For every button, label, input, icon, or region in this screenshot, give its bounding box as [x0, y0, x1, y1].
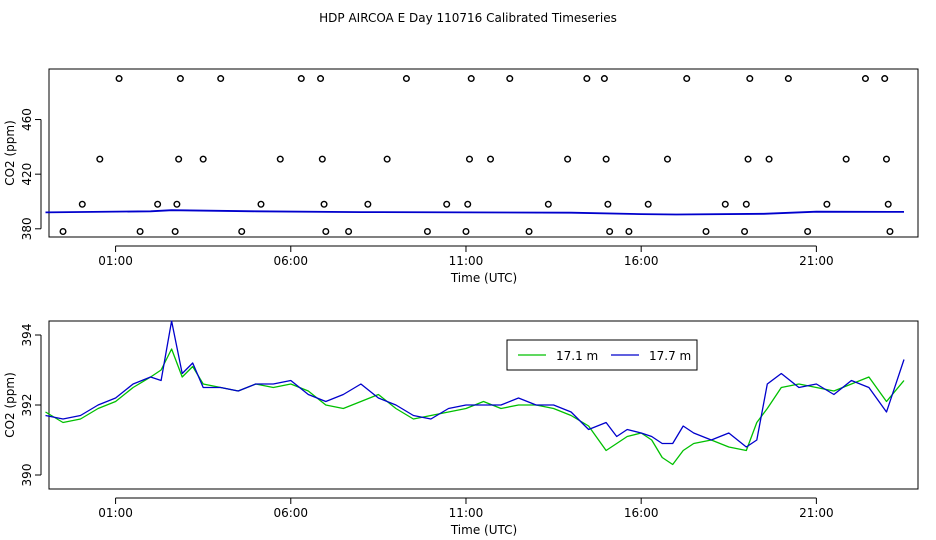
data-point	[506, 75, 514, 83]
data-point	[96, 155, 104, 163]
data-point	[276, 155, 284, 163]
x-axis-bottom: 01:00 06:00 11:00 16:00 21:00	[98, 497, 834, 520]
y-tick-label: 420	[20, 163, 34, 186]
y-tick-label: 380	[20, 217, 34, 240]
series-group-bottom	[45, 320, 905, 466]
data-point	[600, 75, 608, 83]
x-tick-label: 01:00	[98, 254, 133, 268]
data-point	[663, 155, 671, 163]
points-group-top	[59, 75, 894, 236]
data-point	[173, 200, 181, 208]
data-point	[154, 200, 162, 208]
series-line-reference	[45, 209, 905, 216]
y-tick-label: 392	[20, 394, 34, 417]
data-point	[462, 228, 470, 236]
data-point	[487, 155, 495, 163]
data-point	[402, 75, 410, 83]
data-point	[721, 200, 729, 208]
data-point	[742, 200, 750, 208]
data-point	[465, 155, 473, 163]
y-axis-label-top: CO2 (ppm)	[3, 120, 17, 186]
data-point	[564, 155, 572, 163]
data-point	[59, 228, 67, 236]
data-point	[583, 75, 591, 83]
x-axis-top: 01:00 06:00 11:00 16:00 21:00	[98, 245, 834, 268]
data-point	[881, 75, 889, 83]
x-tick-label: 16:00	[624, 254, 659, 268]
legend-label-17-1m: 17.1 m	[556, 349, 598, 363]
data-point	[317, 75, 325, 83]
data-point	[364, 200, 372, 208]
panel-top: 380 420 460 01:00 06:00 11:00 16:00 21:00 CO2 …	[3, 68, 919, 285]
data-point	[297, 75, 305, 83]
panel-bottom: 390 392 394 01:00 06:00 11:00 16:00 21:00 CO2 …	[3, 320, 919, 537]
data-point	[525, 228, 533, 236]
data-point	[683, 75, 691, 83]
data-point	[842, 155, 850, 163]
y-axis-label-bottom: CO2 (ppm)	[3, 372, 17, 438]
data-point	[544, 200, 552, 208]
data-point	[884, 200, 892, 208]
legend-label-17-7m: 17.7 m	[649, 349, 691, 363]
series-line-17-7m	[45, 320, 905, 448]
data-point	[702, 228, 710, 236]
x-tick-label: 11:00	[449, 254, 484, 268]
data-point	[625, 228, 633, 236]
y-tick-label: 460	[20, 108, 34, 131]
data-point	[765, 155, 773, 163]
data-point	[322, 228, 330, 236]
data-point	[238, 228, 246, 236]
data-point	[175, 155, 183, 163]
y-axis-top: 380 420 460	[20, 108, 42, 240]
x-tick-label: 21:00	[799, 506, 834, 520]
data-point	[602, 155, 610, 163]
data-point	[644, 200, 652, 208]
x-tick-label: 06:00	[273, 506, 308, 520]
data-point	[886, 228, 894, 236]
data-point	[804, 228, 812, 236]
x-tick-label: 06:00	[273, 254, 308, 268]
data-point	[217, 75, 225, 83]
data-point	[171, 228, 179, 236]
data-point	[320, 200, 328, 208]
x-tick-label: 11:00	[449, 506, 484, 520]
y-tick-label: 390	[20, 464, 34, 487]
data-point	[784, 75, 792, 83]
legend: 17.1 m 17.7 m	[506, 339, 698, 371]
x-axis-label-bottom: Time (UTC)	[450, 523, 517, 537]
data-point	[176, 75, 184, 83]
x-tick-label: 01:00	[98, 506, 133, 520]
data-point	[604, 200, 612, 208]
series-group-top	[45, 209, 905, 216]
data-point	[467, 75, 475, 83]
data-point	[345, 228, 353, 236]
data-point	[78, 200, 86, 208]
data-point	[199, 155, 207, 163]
x-axis-label-top: Time (UTC)	[450, 271, 517, 285]
x-tick-label: 16:00	[624, 506, 659, 520]
data-point	[606, 228, 614, 236]
data-point	[383, 155, 391, 163]
data-point	[823, 200, 831, 208]
data-point	[443, 200, 451, 208]
data-point	[423, 228, 431, 236]
plot-frame-top	[48, 68, 919, 238]
data-point	[115, 75, 123, 83]
data-point	[861, 75, 869, 83]
series-line-17-1m	[45, 348, 905, 466]
data-point	[257, 200, 265, 208]
data-point	[744, 155, 752, 163]
data-point	[136, 228, 144, 236]
data-point	[741, 228, 749, 236]
data-point	[318, 155, 326, 163]
data-point	[882, 155, 890, 163]
data-point	[464, 200, 472, 208]
plot-frame-bottom	[48, 320, 919, 490]
y-axis-bottom: 390 392 394	[20, 324, 42, 487]
data-point	[746, 75, 754, 83]
y-tick-label: 394	[20, 324, 34, 347]
x-tick-label: 21:00	[799, 254, 834, 268]
chart-title: HDP AIRCOA E Day 110716 Calibrated Times…	[319, 11, 617, 25]
